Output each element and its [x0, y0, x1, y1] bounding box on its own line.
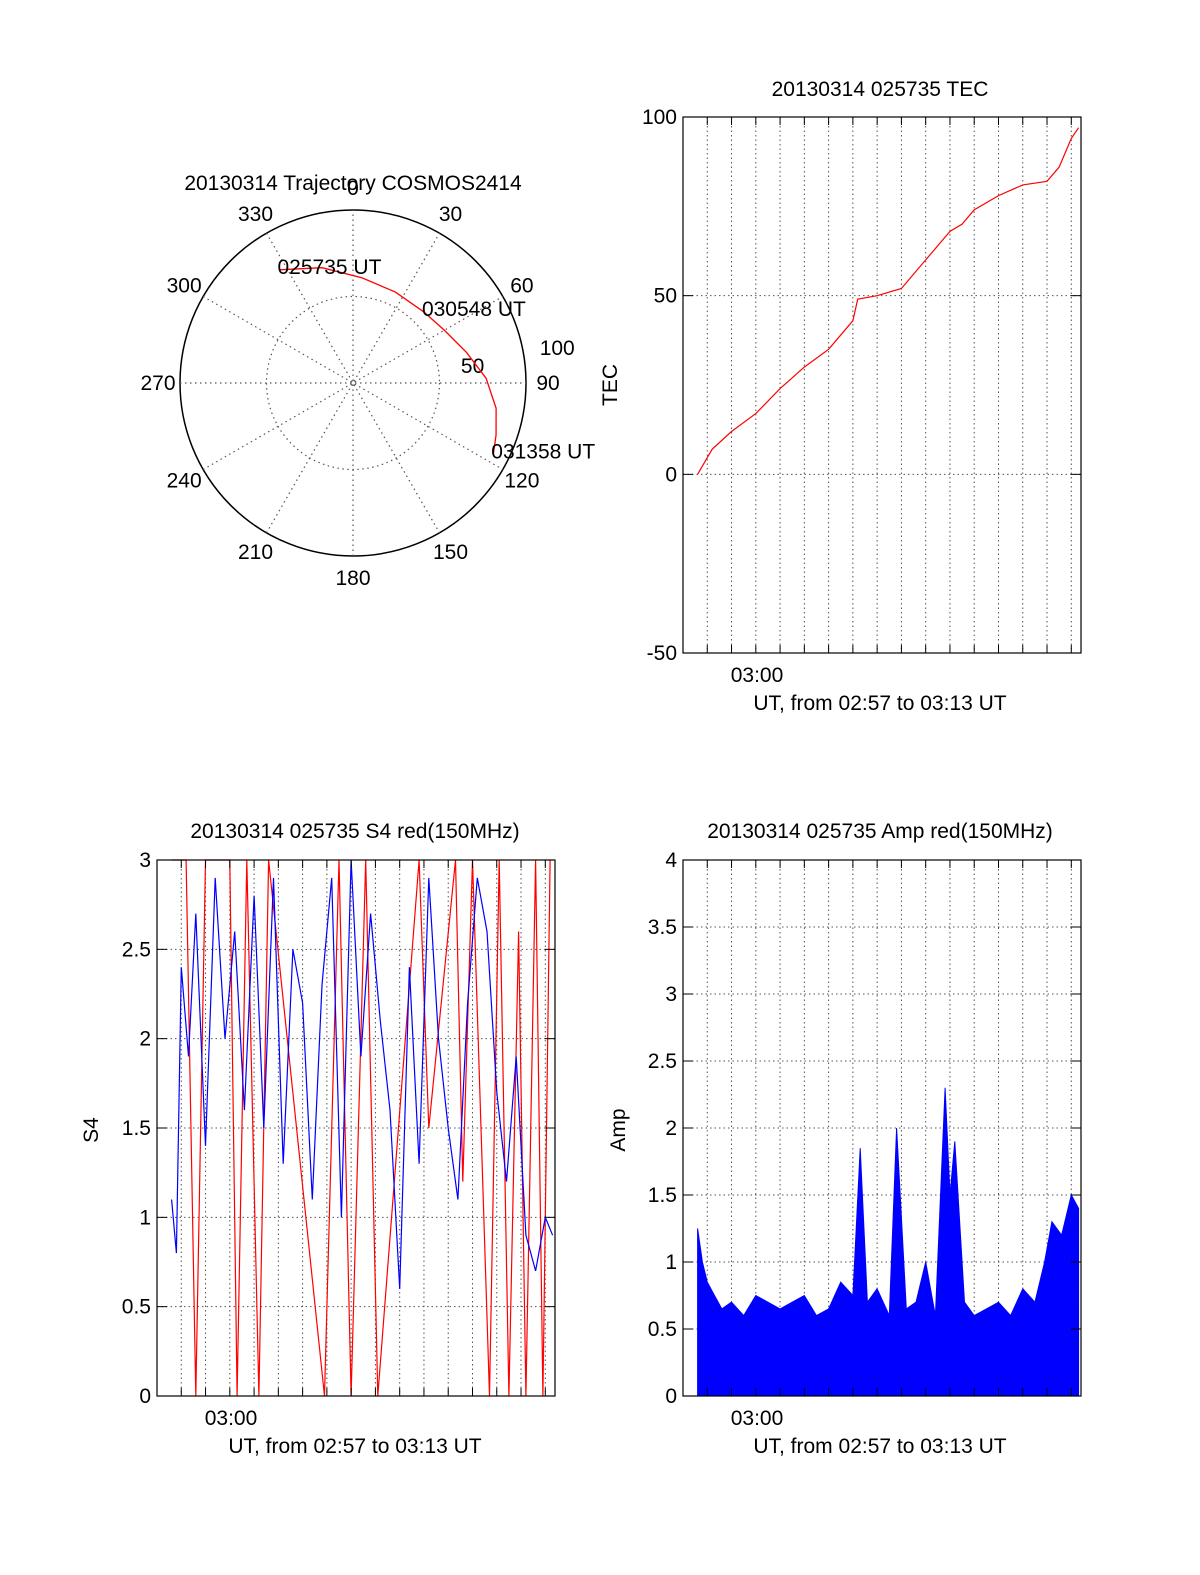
tec-title: 20130314 025735 TEC: [772, 78, 989, 101]
s4-y-tick-label: 1: [139, 1206, 151, 1229]
amp-y-tick-label: 1: [665, 1251, 677, 1274]
polar-azimuth-label: 60: [510, 275, 533, 298]
amp-y-axis-label: Amp: [607, 1108, 630, 1151]
s4-y-tick-label: 2.5: [122, 938, 151, 961]
s4-y-tick-label: 1.5: [122, 1117, 151, 1140]
amp-series-0-area: [697, 1087, 1080, 1397]
amp-y-tick-label: 2.5: [648, 1050, 677, 1073]
polar-azimuth-label: 300: [167, 275, 202, 298]
trajectory-time-label: 030548 UT: [422, 298, 526, 321]
polar-azimuth-label: 120: [504, 470, 539, 493]
s4-y-tick-label: 0: [139, 1385, 151, 1408]
trajectory-time-label: 031358 UT: [491, 440, 595, 463]
tec-y-tick-labels: 100 50 0 -50: [642, 106, 677, 665]
s4-title: 20130314 025735 S4 red(150MHz): [190, 820, 519, 843]
s4-series-1-line: [171, 859, 554, 1289]
amp-y-tick-labels: 4 3.5 3 2.5 2 1.5 1 0.5 0: [648, 849, 678, 1408]
tec-y-tick-label: 100: [642, 106, 677, 129]
tec-grid: [683, 117, 1081, 653]
trajectory-trace: [279, 267, 497, 455]
s4-y-tick-label: 0.5: [122, 1296, 151, 1319]
amp-x-axis-label: UT, from 02:57 to 03:13 UT: [753, 1435, 1006, 1458]
amp-panel: 20130314 025735 Amp red(150MHz) 4 3.5 3 2.5…: [607, 820, 1082, 1458]
trajectory-panel: 20130314 Trajectory COSMOS2414 0 30 60 90 12…: [140, 172, 595, 590]
polar-grid: [179, 209, 527, 557]
polar-azimuth-label: 180: [335, 567, 370, 590]
polar-azimuth-label: 0: [347, 177, 359, 200]
amp-y-tick-label: 4: [665, 849, 677, 872]
amp-y-tick-label: 2: [665, 1117, 677, 1140]
trajectory-title: 20130314 Trajectory COSMOS2414: [184, 172, 522, 195]
tec-trace: [697, 127, 1080, 475]
amp-y-tick-label: 3.5: [648, 916, 677, 939]
tec-y-tick-label: 0: [665, 463, 677, 486]
amp-x-tick-label: 03:00: [731, 1407, 784, 1430]
s4-panel: 20130314 025735 S4 red(150MHz) 3 2.5 2 1.5 1…: [80, 820, 556, 1458]
polar-radial-label: 100: [540, 337, 575, 360]
polar-azimuth-label: 240: [167, 470, 202, 493]
polar-azimuth-label: 330: [238, 203, 273, 226]
amp-y-tick-label: 3: [665, 983, 677, 1006]
s4-y-axis-label: S4: [80, 1117, 103, 1143]
polar-azimuth-label: 90: [536, 372, 559, 395]
tec-series-0-line: [697, 127, 1080, 475]
tec-y-tick-label: -50: [647, 642, 677, 665]
polar-spoke: [202, 295, 504, 471]
amp-y-tick-label: 0.5: [648, 1318, 677, 1341]
tec-x-axis-label: UT, from 02:57 to 03:13 UT: [753, 692, 1006, 715]
trajectory-annotations: 025735 UT 030548 UT 031358 UT: [278, 256, 596, 464]
polar-azimuth-label: 210: [238, 541, 273, 564]
polar-azimuth-label: 270: [140, 372, 175, 395]
tec-x-tick-label: 03:00: [731, 664, 784, 687]
amp-ticks: [683, 859, 1081, 1397]
s4-y-tick-labels: 3 2.5 2 1.5 1 0.5 0: [122, 849, 151, 1408]
tec-ticks: [683, 116, 1081, 654]
polar-azimuth-label: 30: [439, 203, 462, 226]
polar-azimuth-label: 150: [433, 541, 468, 564]
trajectory-time-label: 025735 UT: [278, 256, 382, 279]
polar-azimuth-labels: 0 30 60 90 120 150 180 210 240 270 300 330: [140, 177, 559, 590]
tec-y-axis-label: TEC: [599, 364, 622, 406]
amp-y-tick-label: 0: [665, 1385, 677, 1408]
polar-radial-labels: 50 100: [461, 337, 575, 378]
s4-y-tick-label: 3: [139, 849, 151, 872]
s4-x-tick-label: 03:00: [205, 1407, 258, 1430]
polar-spoke: [202, 295, 504, 471]
s4-ticks: [157, 859, 555, 1397]
s4-x-axis-label: UT, from 02:57 to 03:13 UT: [228, 1435, 481, 1458]
polar-radial-label: 50: [461, 355, 484, 378]
amp-title: 20130314 025735 Amp red(150MHz): [707, 820, 1053, 843]
tec-y-tick-label: 50: [654, 285, 677, 308]
s4-y-tick-label: 2: [139, 1028, 151, 1051]
tec-plot-frame: [682, 116, 1082, 654]
amp-trace: [697, 1087, 1080, 1397]
s4-grid: [157, 860, 555, 1396]
polar-grid-ring: [265, 295, 441, 471]
amp-y-tick-label: 1.5: [648, 1184, 677, 1207]
trajectory-line: [279, 267, 497, 455]
